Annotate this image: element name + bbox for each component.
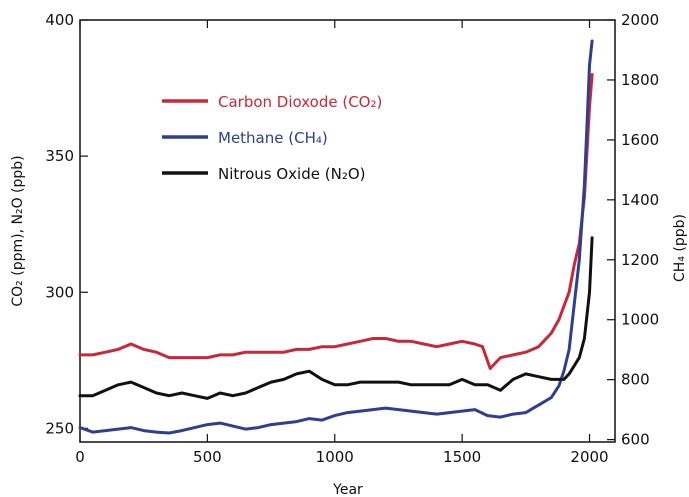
y-right-axis-ticks: 600 800 1000 1200 1400 1600 1800 2000 — [607, 11, 659, 449]
y-left-axis-ticks: 250 300 350 400 — [45, 11, 88, 437]
legend-item-co2-label: Carbon Dioxode (CO₂) — [218, 93, 382, 111]
x-tick-label: 500 — [193, 448, 222, 466]
legend-item-ch4-label: Methane (CH₄) — [218, 129, 328, 147]
y-left-tick-label: 300 — [45, 283, 74, 301]
y-right-tick-label: 1400 — [621, 191, 659, 209]
legend-item-n2o-label: Nitrous Oxide (N₂O) — [218, 165, 366, 183]
y-left-axis-title: CO₂ (ppm), N₂O (ppb) — [10, 155, 26, 306]
x-tick-label: 0 — [75, 448, 85, 466]
y-left-tick-label: 400 — [45, 11, 74, 29]
series-lines — [78, 39, 594, 435]
legend: Carbon Dioxode (CO₂) Methane (CH₄) Nitrous… — [162, 93, 382, 183]
x-axis-ticks: 0 500 1000 1500 2000 — [75, 20, 609, 466]
co2-series-line — [78, 73, 594, 370]
x-axis-title: Year — [332, 482, 363, 497]
x-tick-label: 1000 — [316, 448, 354, 466]
y-right-tick-label: 2000 — [621, 11, 659, 29]
y-right-tick-label: 1000 — [621, 311, 659, 329]
n2o-series-line — [78, 236, 594, 400]
y-left-tick-label: 250 — [45, 419, 74, 437]
x-tick-label: 1500 — [443, 448, 481, 466]
x-tick-label: 2000 — [570, 448, 608, 466]
y-right-axis-title: CH₄ (ppb) — [672, 214, 688, 282]
plot-frame — [79, 19, 616, 443]
y-right-tick-label: 800 — [621, 371, 650, 389]
y-right-tick-label: 600 — [621, 431, 650, 449]
y-right-tick-label: 1800 — [621, 71, 659, 89]
y-left-tick-label: 350 — [45, 147, 74, 165]
y-right-tick-label: 1600 — [621, 131, 659, 149]
y-right-tick-label: 1200 — [621, 251, 659, 269]
